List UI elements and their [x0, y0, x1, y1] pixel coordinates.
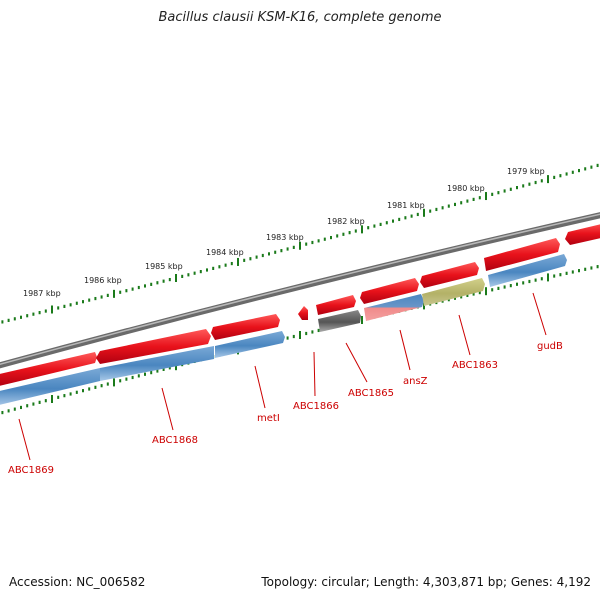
reverse-strand-genes	[0, 254, 567, 406]
genome-backbone	[0, 212, 600, 369]
kbp-label-1987: 1987 kbp	[23, 289, 61, 298]
kbp-label-1983: 1983 kbp	[266, 233, 304, 242]
gene-label-gudB[interactable]: gudB	[537, 341, 563, 352]
gene-labels: ABC1869 ABC1868 metI ABC1866 ABC1865 ans…	[8, 341, 563, 476]
gene-label-ABC1866[interactable]: ABC1866	[293, 401, 339, 412]
gene-ABC1865[interactable]	[364, 294, 424, 321]
gene-ABC1866[interactable]	[318, 310, 361, 332]
kbp-label-1979: 1979 kbp	[507, 167, 545, 176]
kbp-label-1985: 1985 kbp	[145, 262, 183, 271]
gene-gudB[interactable]	[488, 254, 567, 287]
kbp-label-1980: 1980 kbp	[447, 184, 485, 193]
gene-forward-7[interactable]	[420, 262, 479, 288]
gene-label-metI[interactable]: metI	[257, 413, 280, 424]
gene-label-ABC1865[interactable]: ABC1865	[348, 388, 394, 399]
outer-tick-track	[1, 163, 599, 324]
gene-metI[interactable]	[215, 331, 285, 358]
gene-forward-5[interactable]	[316, 295, 356, 315]
accession-text: Accession: NC_006582	[9, 575, 146, 589]
gene-forward-1[interactable]	[0, 352, 97, 387]
kbp-label-1984: 1984 kbp	[206, 248, 244, 257]
gene-forward-4[interactable]	[298, 306, 308, 320]
kbp-label-1982: 1982 kbp	[327, 217, 365, 226]
map-title: Bacillus clausii KSM-K16, complete genom…	[158, 10, 442, 25]
topology-text: Topology: circular; Length: 4,303,871 bp…	[261, 575, 591, 589]
gene-ansZ[interactable]	[422, 278, 485, 306]
gene-label-ABC1863[interactable]: ABC1863	[452, 360, 498, 371]
gene-forward-2[interactable]	[96, 329, 211, 364]
gene-forward-9[interactable]	[565, 222, 600, 245]
gene-ABC1868[interactable]	[100, 346, 214, 381]
gene-label-ABC1869[interactable]: ABC1869	[8, 465, 54, 476]
forward-strand-genes	[0, 222, 600, 387]
label-leaders	[18, 292, 547, 461]
gene-ABC1869[interactable]	[0, 368, 100, 406]
gene-forward-8[interactable]	[484, 238, 560, 271]
gene-forward-3[interactable]	[211, 314, 280, 340]
gene-label-ansZ[interactable]: ansZ	[403, 376, 428, 387]
gene-label-ABC1868[interactable]: ABC1868	[152, 435, 198, 446]
kbp-label-1986: 1986 kbp	[84, 276, 122, 285]
kbp-labels: 1979 kbp 1980 kbp 1981 kbp 1982 kbp 1983…	[23, 167, 545, 298]
kbp-label-1981: 1981 kbp	[387, 201, 425, 210]
gene-forward-6[interactable]	[360, 278, 419, 304]
